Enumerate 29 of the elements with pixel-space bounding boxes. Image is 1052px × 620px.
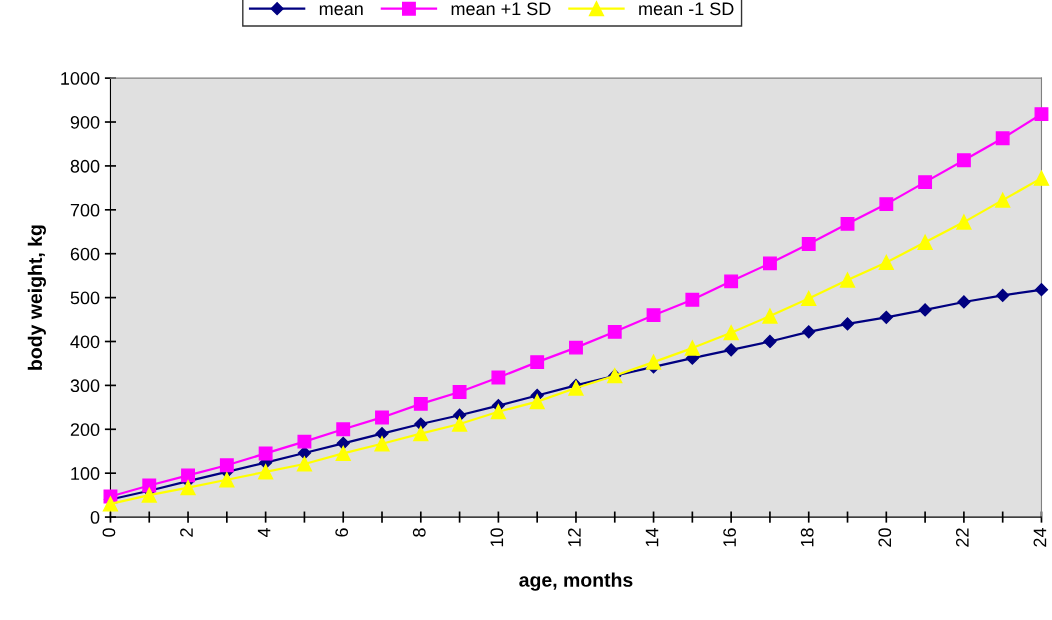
y-axis-title: body weight, kg bbox=[27, 225, 46, 370]
x-tick-label: 6 bbox=[335, 528, 349, 537]
y-tick-label: 700 bbox=[70, 203, 100, 217]
y-tick-label: 1000 bbox=[61, 72, 100, 85]
x-tick-label: 14 bbox=[645, 528, 659, 547]
x-tick-label: 0 bbox=[102, 528, 116, 537]
y-tick-label: 500 bbox=[70, 291, 100, 305]
y-tick-label: 200 bbox=[70, 423, 100, 437]
x-tick-label: 20 bbox=[878, 528, 892, 547]
x-axis-title: age, months bbox=[519, 572, 633, 591]
x-tick-label: 4 bbox=[257, 528, 271, 538]
y-tick-label: 800 bbox=[70, 159, 100, 173]
y-tick-label: 0 bbox=[90, 511, 100, 524]
legend-label: mean bbox=[319, 5, 363, 16]
x-tick-label: 8 bbox=[412, 528, 426, 537]
legend-label: mean -1 SD bbox=[639, 2, 734, 16]
y-tick-label: 100 bbox=[71, 467, 100, 480]
x-tick-label: 12 bbox=[568, 528, 581, 547]
x-tick-label: 2 bbox=[180, 528, 193, 537]
y-tick-label: 300 bbox=[70, 379, 100, 393]
y-tick-label: 900 bbox=[70, 115, 100, 129]
x-tick-label: 24 bbox=[1033, 528, 1047, 547]
x-tick-label: 22 bbox=[955, 528, 969, 547]
x-tick-label: 10 bbox=[490, 528, 504, 547]
x-tick-label: 18 bbox=[800, 528, 814, 547]
x-tick-label: 16 bbox=[723, 528, 736, 547]
legend-label: mean +1 SD bbox=[451, 2, 551, 16]
y-tick-label: 600 bbox=[70, 247, 100, 261]
y-tick-label: 400 bbox=[70, 335, 100, 349]
